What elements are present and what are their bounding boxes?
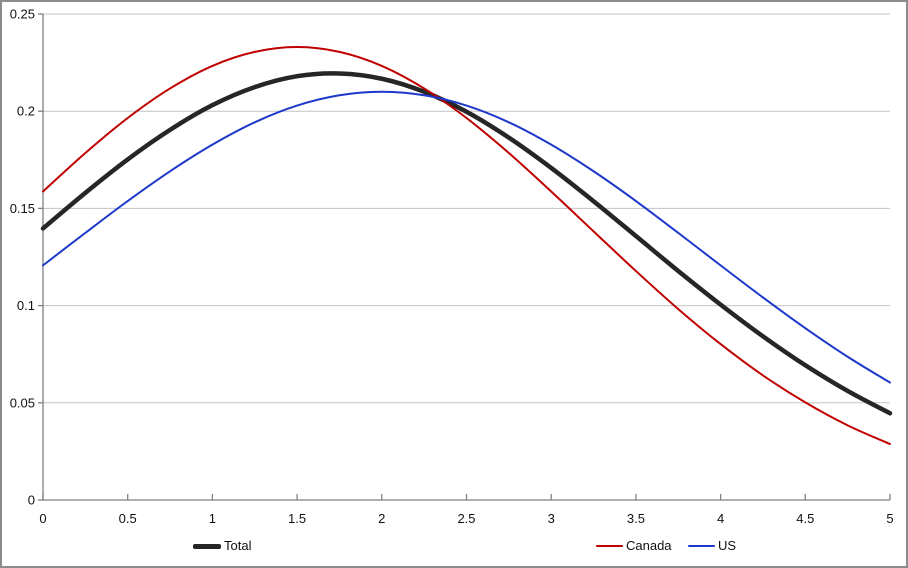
legend-swatch-canada <box>596 545 623 547</box>
x-tick-label: 0.5 <box>119 511 137 526</box>
x-tick-label: 3 <box>548 511 555 526</box>
legend-swatch-total <box>193 543 221 549</box>
legend-item-canada[interactable]: Canada <box>596 538 672 554</box>
x-tick-label: 3.5 <box>627 511 645 526</box>
y-tick-label: 0 <box>28 493 35 508</box>
y-tick-label: 0.25 <box>10 7 35 22</box>
series-path-total[interactable] <box>40 71 893 416</box>
x-tick-label: 2 <box>378 511 385 526</box>
series-path-canada[interactable] <box>42 46 891 446</box>
y-tick-label: 0.05 <box>10 395 35 410</box>
x-tick-label: 1.5 <box>288 511 306 526</box>
y-tick-label: 0.15 <box>10 201 35 216</box>
legend-label-total: Total <box>224 538 252 553</box>
x-tick-label: 5 <box>886 511 893 526</box>
legend-item-total[interactable]: Total <box>193 538 251 554</box>
legend-label-us: US <box>718 538 737 553</box>
legend-label-canada: Canada <box>626 538 672 553</box>
legend-item-us[interactable]: US <box>688 538 736 554</box>
x-tick-label: 0 <box>39 511 46 526</box>
x-tick-label: 4 <box>717 511 724 526</box>
y-tick-label: 0.1 <box>17 298 35 313</box>
x-tick-label: 2.5 <box>457 511 475 526</box>
x-tick-label: 4.5 <box>796 511 814 526</box>
legend-swatch-us <box>688 545 715 547</box>
x-tick-label: 1 <box>209 511 216 526</box>
series-path-us[interactable] <box>42 90 891 384</box>
y-tick-label: 0.2 <box>17 104 35 119</box>
